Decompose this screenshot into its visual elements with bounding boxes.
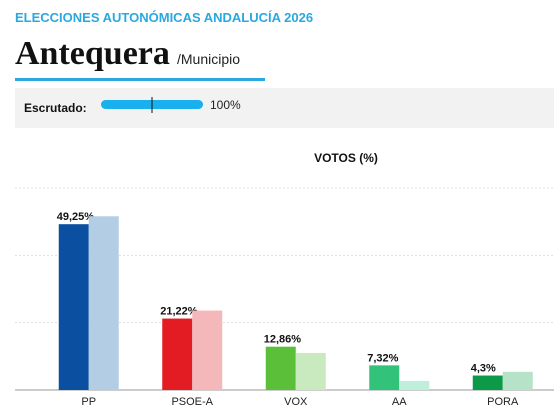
progress-label: Escrutado: [24,101,87,115]
value-label: 7,32% [367,352,398,364]
x-tick-label: AA [392,396,407,408]
place-subtitle: /Municipio [177,51,240,67]
chart-title: VOTOS (%) [314,151,378,165]
progress-value: 100% [210,98,241,112]
x-tick-label: PSOE-A [171,396,213,408]
x-tick-label: VOX [284,396,308,408]
value-label: 4,3% [471,363,496,375]
value-label: 49,25% [57,211,95,223]
place-title: Antequera [15,35,170,72]
bar [162,318,193,390]
bar [88,216,119,390]
bar [58,224,89,390]
x-tick-label: PORA [487,396,519,408]
progress-band [15,88,554,128]
kicker: ELECCIONES AUTONÓMICAS ANDALUCÍA 2026 [15,10,313,25]
bar [295,352,326,390]
bar [472,375,503,390]
bar [192,310,223,390]
x-tick-label: PP [81,396,96,408]
bar [369,365,400,390]
bar [399,380,430,390]
bar [265,346,296,390]
title-underline [15,78,265,81]
value-label: 21,22% [160,306,198,318]
bar [502,371,533,390]
value-label: 12,86% [264,334,302,346]
